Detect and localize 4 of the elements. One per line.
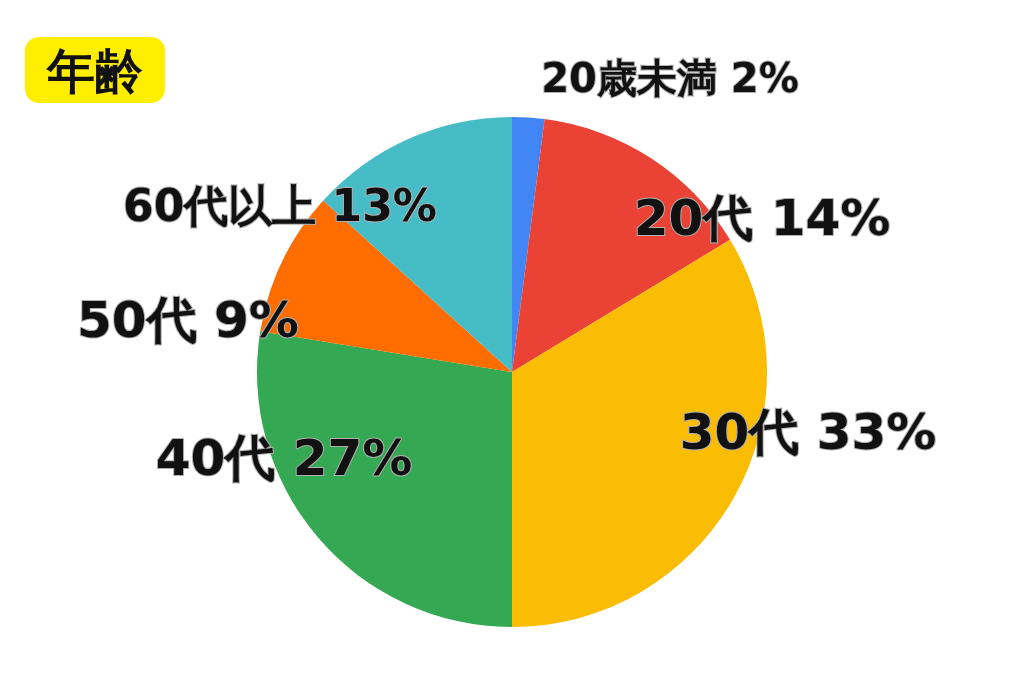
slice-label: 60代以上 13%	[123, 179, 437, 231]
chart-title: 年齢	[45, 43, 143, 99]
slice-label: 20歳未満 2%	[541, 55, 799, 101]
slice-label: 40代 27%	[155, 429, 413, 487]
